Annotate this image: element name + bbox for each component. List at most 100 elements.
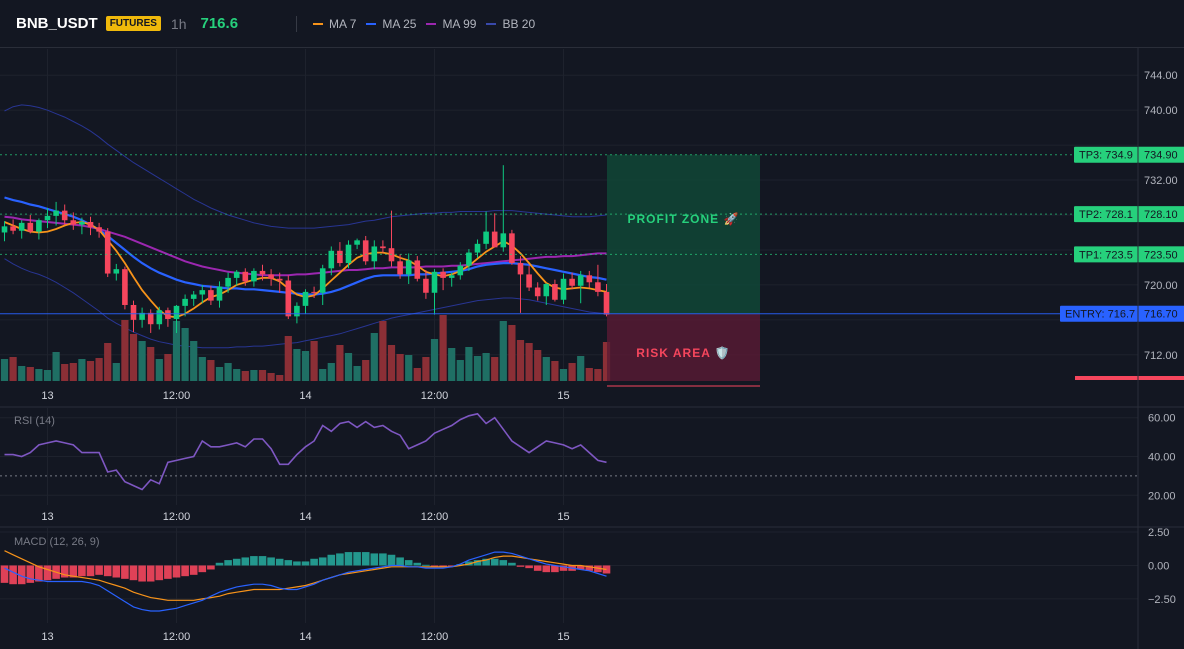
legend-ma99[interactable]: MA 99 <box>426 17 476 31</box>
bb-lower-line <box>4 258 607 349</box>
risk-zone-label: RISK AREA 🛡️ <box>636 346 730 360</box>
time-tick-label: 12:00 <box>163 390 191 402</box>
entry-price-label: 716.70 <box>1144 309 1178 321</box>
volume-bar <box>422 357 430 381</box>
candle-body <box>414 260 421 279</box>
candle-body <box>208 290 214 301</box>
macd-histogram-bar <box>490 558 499 566</box>
legend-ma25[interactable]: MA 25 <box>366 17 416 31</box>
macd-histogram-bar <box>439 565 447 567</box>
volume-bar <box>215 367 224 381</box>
symbol-label[interactable]: BNB_USDT <box>16 15 98 32</box>
pane-separators[interactable] <box>0 48 1184 649</box>
macd-tick-label: −2.50 <box>1148 594 1176 606</box>
macd-histogram-bar <box>78 565 86 577</box>
volume-bar <box>594 369 602 381</box>
macd-histogram-bar <box>473 560 482 566</box>
tp2-price-label: 728.10 <box>1144 209 1178 221</box>
legend-ma7-label: MA 7 <box>329 16 357 31</box>
volume-bar <box>181 328 189 381</box>
tp2-tag <box>1074 206 1138 223</box>
macd-histogram-bar <box>336 553 344 566</box>
macd-histogram-bar <box>155 565 164 581</box>
rsi-tick-label: 60.00 <box>1148 413 1176 425</box>
candle-body <box>431 271 438 293</box>
macd-histogram-bar <box>172 565 181 578</box>
volume-bar <box>559 369 568 381</box>
candle-body <box>311 291 317 293</box>
macd-histogram-bar <box>370 553 379 566</box>
volume-bar <box>86 361 95 381</box>
macd-histogram-bar <box>224 560 232 566</box>
volume-bar <box>138 341 146 381</box>
candle-body <box>371 246 378 262</box>
volume-bar <box>319 369 327 381</box>
candle-body <box>147 312 154 325</box>
candlesticks[interactable] <box>1 165 610 333</box>
candle-body <box>448 275 455 278</box>
tp1-tag <box>1074 246 1138 263</box>
bottom-marker <box>1075 376 1184 380</box>
entry-price-tag <box>1138 305 1184 322</box>
macd-histogram-bar <box>275 558 284 566</box>
candle-body <box>156 310 163 325</box>
volume-bar <box>405 355 413 381</box>
time-tick-label: 15 <box>557 631 569 643</box>
candle-body <box>362 240 369 262</box>
candle-body <box>225 277 231 287</box>
candle-body <box>61 210 68 221</box>
volume-bar <box>456 360 464 381</box>
legend-bb20[interactable]: BB 20 <box>486 17 535 31</box>
price-tick-label: 720.00 <box>1144 280 1178 292</box>
macd-histogram-bar <box>26 565 35 583</box>
time-tick-label: 15 <box>557 511 569 523</box>
candle-body <box>190 294 197 299</box>
volume-bar <box>267 373 275 381</box>
rsi-tick-label: 40.00 <box>1148 452 1176 464</box>
candle-body <box>586 275 593 283</box>
macd-histogram-bar <box>465 561 473 566</box>
price-tick-label: 740.00 <box>1144 105 1178 117</box>
volume-bar <box>155 359 163 381</box>
macd-histogram-bar <box>129 565 138 581</box>
macd-histogram-bar <box>121 565 129 579</box>
candle-body <box>405 260 412 275</box>
volume-bar <box>499 321 507 381</box>
time-tick-label: 14 <box>299 631 311 643</box>
volume-bar <box>0 359 9 381</box>
volume-bar <box>301 351 310 381</box>
legend-ma7[interactable]: MA 7 <box>313 17 356 31</box>
volume-bar <box>147 347 155 381</box>
macd-histogram-bar <box>207 565 215 570</box>
candle-body <box>79 221 85 225</box>
volume-bar <box>250 370 258 381</box>
candle-body <box>276 278 283 281</box>
tp2-tag-label: TP2: 728.1 <box>1079 209 1133 221</box>
volume-bar <box>336 345 344 381</box>
rsi-line <box>4 412 607 491</box>
volume-bar <box>473 356 482 381</box>
volume-bar <box>9 357 17 381</box>
macd-histogram-bar <box>430 565 439 567</box>
volume-bar <box>258 370 267 381</box>
candle-body <box>165 310 171 319</box>
macd-histogram-bar <box>559 565 568 571</box>
volume-bar <box>491 357 499 381</box>
time-axis[interactable]: 13 12:00 14 12:00 15 13 12:00 14 12:00 15 13 12:00 1… <box>41 390 569 643</box>
legend-ma25-label: MA 25 <box>382 16 417 31</box>
volume-bar <box>362 360 370 381</box>
macd-histogram-bar <box>267 557 275 566</box>
price-axis[interactable]: 744.00 740.00 732.00 720.00 712.00 60.00 40.00… <box>1144 70 1178 606</box>
macd-histogram-bar <box>189 565 198 575</box>
timeframe-label[interactable]: 1h <box>170 15 187 32</box>
volume-bar <box>534 350 542 381</box>
macd-histogram-bar <box>542 565 551 573</box>
candle-body <box>397 261 403 275</box>
macd-histogram-bar <box>250 556 258 566</box>
candle-body <box>509 233 515 264</box>
volume-bar <box>465 347 473 381</box>
volume-bar <box>577 356 585 381</box>
volume-bar <box>104 343 112 381</box>
macd-histogram-bar <box>86 565 95 577</box>
